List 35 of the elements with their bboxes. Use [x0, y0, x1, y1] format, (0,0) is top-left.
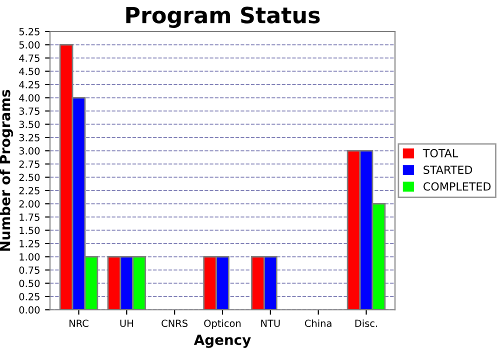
x-tick-label: UH [120, 320, 133, 327]
x-tick-label: NRC [70, 320, 88, 327]
x-tick-label: CNRS [162, 320, 188, 327]
y-tick-label: 4.00 [19, 94, 40, 102]
legend-label: TOTAL [422, 148, 458, 158]
y-tick-label: 2.00 [19, 200, 40, 208]
y-tick-label: 2.25 [19, 186, 40, 194]
y-tick-label: 2.50 [19, 174, 40, 182]
y-tick-label: 0.25 [19, 292, 40, 300]
x-tick-label: Opticon [204, 319, 241, 329]
x-tick-label: Disc. [355, 319, 378, 327]
legend-label: STARTED [424, 166, 472, 174]
y-tick-label: 3.25 [19, 134, 40, 142]
chart-title: Program Status [126, 6, 320, 28]
y-tick-label: 4.75 [19, 54, 40, 62]
y-tick-label: 5.25 [19, 28, 40, 36]
x-axis-title: Agency [194, 334, 251, 348]
y-tick-label: 3.00 [19, 147, 40, 155]
y-tick-label: 1.75 [20, 214, 40, 221]
y-tick-label: 3.50 [19, 120, 40, 128]
y-tick-label: 0.75 [19, 266, 40, 274]
x-tick-label: NTU [261, 320, 280, 327]
y-axis-title: Number of Programs [0, 90, 14, 251]
y-tick-label: 1.00 [20, 253, 40, 261]
y-tick-label: 4.50 [19, 68, 40, 76]
x-tick-label: China [304, 319, 332, 327]
legend-label: COMPLETED [424, 182, 491, 191]
y-tick-label: 4.25 [19, 80, 40, 88]
y-tick-label: 3.75 [19, 107, 40, 115]
y-tick-label: 1.25 [20, 240, 40, 248]
y-tick-label: 5.00 [19, 41, 40, 49]
y-tick-label: 1.50 [20, 226, 40, 234]
y-tick-label: 0.50 [19, 280, 40, 288]
y-tick-label: 0.00 [19, 306, 40, 314]
y-tick-label: 2.75 [19, 160, 40, 168]
